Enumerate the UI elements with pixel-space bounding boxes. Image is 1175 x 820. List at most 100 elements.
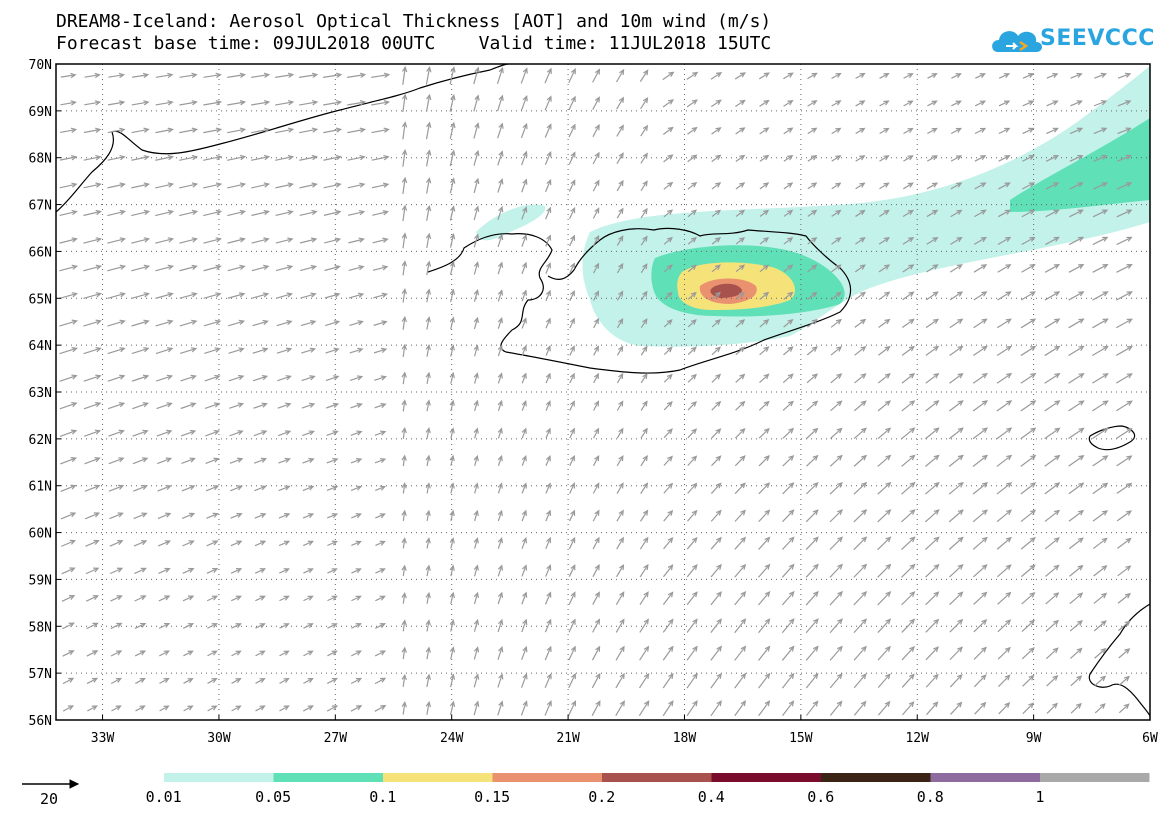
wind-arrow	[711, 154, 722, 163]
wind-arrow	[155, 209, 175, 217]
wind-arrow	[473, 482, 479, 494]
wind-arrow	[829, 509, 843, 523]
wind-arrow	[179, 182, 199, 189]
wind-arrow	[686, 645, 698, 661]
wind-arrow	[925, 291, 939, 301]
wind-arrow	[300, 320, 317, 327]
wind-arrow	[229, 430, 244, 437]
wind-arrow	[1044, 264, 1061, 273]
wind-arrow	[401, 343, 407, 358]
wind-arrow	[497, 233, 504, 248]
wind-arrow	[831, 100, 842, 107]
wind-arrow	[545, 317, 551, 329]
wind-arrow	[131, 100, 150, 106]
wind-arrow	[350, 402, 363, 409]
wind-arrow	[544, 67, 552, 84]
wind-arrow	[1045, 209, 1060, 218]
wind-arrow	[279, 650, 290, 657]
wind-arrow	[425, 482, 431, 494]
wind-arrow	[87, 705, 98, 712]
wind-arrow	[569, 400, 575, 411]
wind-arrow	[974, 209, 987, 218]
wind-arrow	[640, 482, 649, 494]
wind-arrow	[59, 155, 78, 161]
wind-arrow	[1068, 318, 1085, 329]
wind-arrow	[449, 646, 456, 660]
wind-arrow	[1116, 400, 1133, 412]
wind-arrow	[449, 454, 455, 467]
colorbar-label: 0.4	[697, 788, 725, 806]
wind-arrow	[829, 700, 843, 716]
wind-arrow	[521, 400, 527, 411]
wind-arrow	[1116, 264, 1133, 273]
wind-arrow	[425, 371, 431, 385]
wind-arrow	[805, 590, 819, 606]
wind-arrow	[227, 154, 247, 161]
wind-arrow	[592, 536, 600, 550]
wind-arrow	[425, 232, 432, 249]
wind-arrow	[758, 400, 770, 411]
wind-arrow	[497, 700, 504, 716]
wind-arrow	[473, 261, 480, 275]
wind-arrow	[592, 482, 600, 494]
wind-arrow	[1094, 647, 1107, 659]
wind-arrow	[323, 154, 342, 161]
wind-arrow	[347, 154, 366, 161]
wind-arrow	[497, 205, 504, 220]
wind-arrow	[401, 619, 407, 632]
wind-arrow	[901, 618, 916, 633]
wind-arrow	[593, 345, 599, 356]
wind-arrow	[204, 347, 221, 354]
wind-arrow	[228, 319, 246, 327]
wind-arrow	[1093, 154, 1108, 162]
wind-arrow	[349, 347, 364, 354]
wind-arrow	[1094, 703, 1106, 714]
wind-arrow	[1116, 482, 1133, 494]
wind-arrow	[179, 154, 199, 161]
wind-arrow	[615, 68, 625, 83]
wind-arrow	[925, 563, 940, 578]
wind-arrow	[278, 457, 291, 464]
wind-arrow	[229, 457, 244, 464]
wind-arrow	[1070, 647, 1083, 659]
wind-arrow	[401, 591, 407, 604]
wind-arrow	[948, 454, 964, 467]
wind-arrow	[347, 182, 366, 189]
wind-arrow	[449, 66, 456, 85]
wind-arrow	[687, 209, 698, 218]
wind-arrow	[616, 96, 625, 110]
wind-arrow	[759, 154, 770, 162]
wind-arrow	[877, 591, 892, 606]
wind-arrow	[401, 399, 407, 412]
wind-arrow	[759, 373, 770, 384]
wind-arrow	[227, 292, 246, 299]
wind-arrow	[158, 540, 172, 547]
wind-arrow	[303, 595, 314, 602]
chart-title: DREAM8-Iceland: Aerosol Optical Thicknes…	[56, 11, 772, 32]
wind-arrow	[1115, 373, 1133, 384]
wind-arrow	[449, 94, 456, 112]
aot-plume-0.05-east	[1010, 118, 1150, 212]
wind-arrow	[948, 400, 964, 412]
wind-arrow	[182, 540, 195, 547]
wind-arrow	[59, 264, 78, 272]
wind-arrow	[374, 458, 387, 464]
wind-arrow	[181, 512, 196, 519]
wind-arrow	[948, 536, 964, 550]
wind-arrow	[662, 700, 674, 717]
wind-arrow	[205, 457, 220, 464]
wind-arrow	[735, 209, 746, 217]
wind-arrow	[950, 182, 963, 190]
wind-arrow	[371, 155, 390, 161]
wind-arrow	[401, 646, 407, 660]
wind-arrow	[758, 645, 771, 661]
colorbar-label: 0.05	[255, 788, 292, 806]
wind-arrow	[180, 429, 197, 437]
wind-arrow	[998, 73, 1011, 79]
wind-arrow	[207, 705, 218, 712]
wind-arrow	[640, 97, 649, 110]
wind-arrow	[302, 457, 315, 464]
wind-arrow	[997, 619, 1012, 633]
wind-arrow	[1069, 564, 1084, 577]
wind-arrow	[473, 233, 480, 248]
